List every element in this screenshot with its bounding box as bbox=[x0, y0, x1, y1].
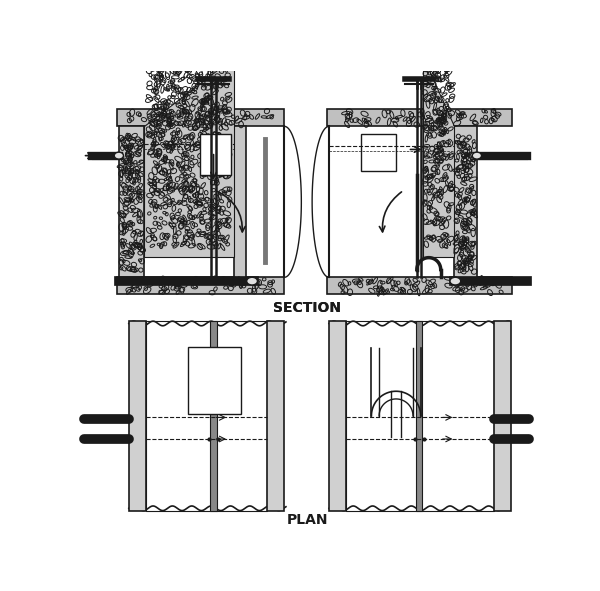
Bar bbox=[346, 321, 494, 511]
Bar bbox=[329, 321, 346, 511]
Bar bbox=[116, 277, 284, 294]
Bar bbox=[361, 134, 396, 171]
Bar bbox=[116, 109, 284, 126]
Bar bbox=[416, 321, 422, 511]
Bar bbox=[327, 109, 512, 126]
Bar bbox=[129, 321, 146, 511]
Bar bbox=[200, 134, 230, 175]
Bar bbox=[454, 126, 477, 280]
Polygon shape bbox=[144, 57, 235, 257]
Text: PLAN: PLAN bbox=[287, 513, 328, 527]
Bar bbox=[235, 126, 246, 280]
Bar bbox=[327, 126, 419, 280]
Bar bbox=[268, 321, 284, 511]
Bar bbox=[146, 321, 268, 511]
Bar bbox=[188, 346, 241, 414]
Ellipse shape bbox=[450, 277, 461, 285]
Ellipse shape bbox=[114, 152, 124, 159]
Text: SECTION: SECTION bbox=[274, 301, 341, 315]
Text: SECTION: SECTION bbox=[274, 301, 341, 315]
Bar bbox=[327, 277, 512, 294]
Polygon shape bbox=[423, 57, 454, 257]
Bar bbox=[119, 126, 144, 280]
Bar bbox=[494, 321, 511, 511]
Bar bbox=[144, 126, 235, 280]
Ellipse shape bbox=[472, 152, 482, 159]
Bar bbox=[211, 321, 217, 511]
Ellipse shape bbox=[247, 277, 257, 285]
